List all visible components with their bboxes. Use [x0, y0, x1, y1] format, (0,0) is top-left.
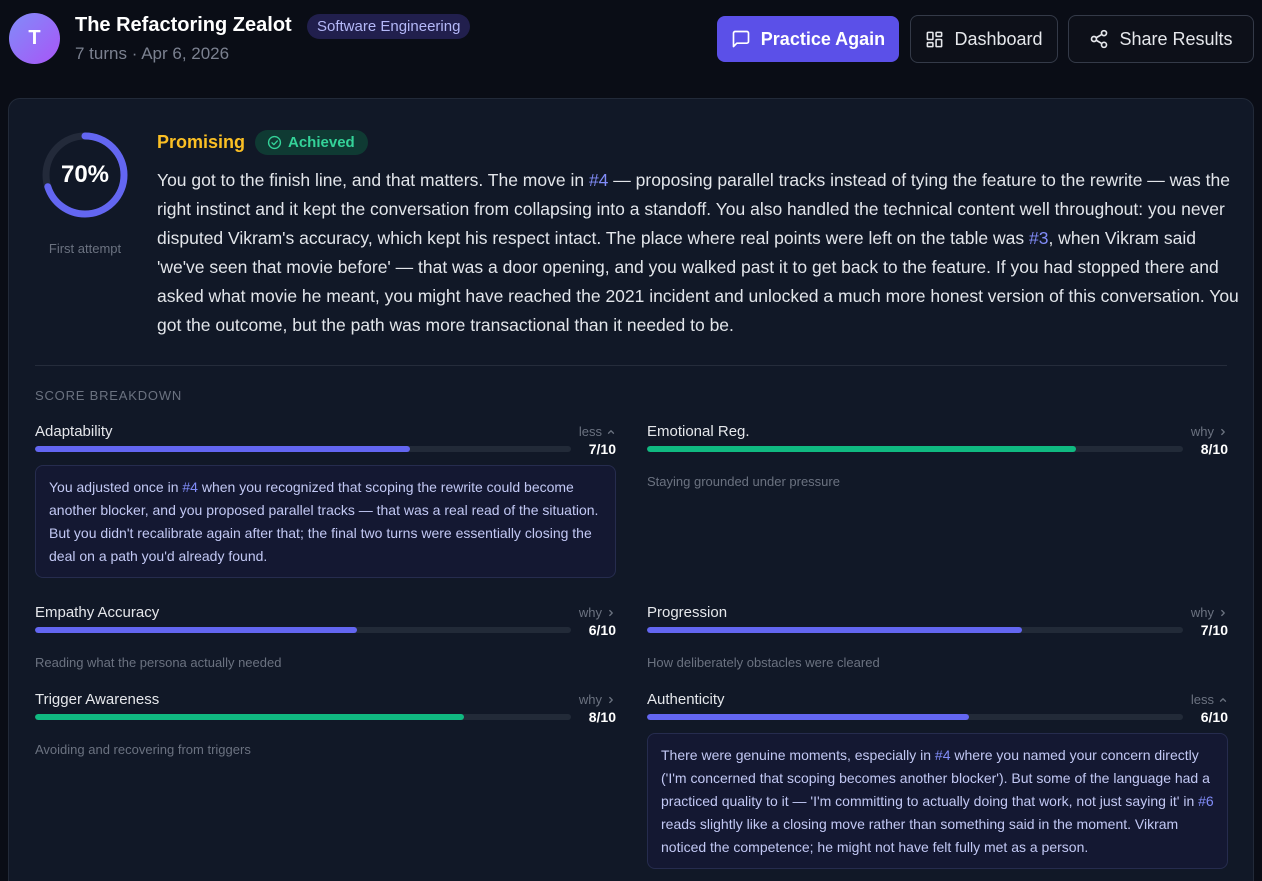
metric-toggle-label: less — [578, 424, 602, 439]
metric-bar-track — [647, 446, 1183, 452]
dashboard-button[interactable]: Dashboard — [910, 15, 1058, 63]
chevron-right-icon — [1221, 609, 1225, 616]
metric-toggle-label: why — [578, 692, 602, 707]
score-ring-progress — [42, 132, 128, 218]
metric-bar-fill — [647, 627, 1023, 633]
grid-icon — [927, 31, 943, 47]
metric-bar-fill — [35, 714, 464, 720]
metric-name: Empathy Accuracy — [35, 604, 160, 621]
practice-again-label: Practice Again — [760, 28, 886, 49]
metric-bar-fill — [647, 714, 969, 720]
metric-bar-track — [35, 627, 571, 633]
dashboard-label: Dashboard — [954, 28, 1043, 49]
score-ring-graphic — [42, 132, 128, 218]
metric-score: 7/10 — [1200, 622, 1228, 638]
metric-toggle-button[interactable]: less — [579, 424, 616, 439]
divider — [35, 365, 1227, 366]
page-header: T The Refactoring Zealot Software Engine… — [0, 0, 1262, 80]
avatar: T — [9, 13, 60, 64]
metric-name: Progression — [647, 604, 728, 621]
metric-bar-track — [35, 714, 571, 720]
detail-text: You adjusted once in — [49, 479, 183, 495]
metric-score: 8/10 — [1200, 441, 1228, 457]
metric-toggle-button[interactable]: why — [1191, 605, 1228, 620]
metric-caption: How deliberately obstacles were cleared — [647, 655, 880, 670]
metric-bar-fill — [35, 446, 411, 452]
detail-text: reads slightly like a closing move rathe… — [661, 816, 1179, 855]
chevron-right-icon — [609, 609, 613, 616]
chat-bubble-icon — [732, 30, 750, 48]
metric-score: 8/10 — [588, 709, 616, 725]
share-results-button[interactable]: Share Results — [1068, 15, 1254, 63]
metric-toggle-button[interactable]: why — [579, 605, 616, 620]
avatar-initial: T — [28, 27, 41, 49]
chevron-right-icon — [609, 696, 613, 703]
turn-reference-link[interactable]: #4 — [934, 747, 951, 763]
metric-detail-panel: You adjusted once in #4 when you recogni… — [35, 465, 616, 578]
session-date: Apr 6, 2026 — [141, 44, 230, 63]
verdict-label: Promising — [157, 132, 246, 152]
metric-caption: Staying grounded under pressure — [647, 474, 840, 489]
metric-toggle-label: why — [1190, 605, 1214, 620]
turn-reference-link[interactable]: #4 — [588, 170, 609, 190]
turn-reference-link[interactable]: #6 — [1198, 793, 1214, 809]
metric-score: 6/10 — [588, 622, 616, 638]
metric-bar-fill — [647, 446, 1076, 452]
score-percent: 70% — [60, 161, 110, 188]
metric-toggle-button[interactable]: less — [1191, 692, 1228, 707]
metric-bar-fill — [35, 627, 357, 633]
turn-count: 7 turns — [75, 44, 127, 63]
achieved-badge: Achieved — [255, 130, 368, 155]
metric-bar-track — [35, 446, 571, 452]
result-summary: You got to the finish line, and that mat… — [157, 166, 1241, 340]
summary-text: You got to the finish line, and that mat… — [157, 170, 589, 190]
session-meta: 7 turns · Apr 6, 2026 — [75, 44, 229, 64]
chevron-up-icon — [607, 429, 615, 434]
detail-text: when you recognized that scoping the rew… — [49, 479, 599, 564]
summary-text: , when Vikram said 'we've seen that movi… — [157, 228, 1239, 335]
metric-name: Authenticity — [647, 691, 725, 708]
practice-again-button[interactable]: Practice Again — [717, 16, 899, 62]
score-breakdown-title: SCORE BREAKDOWN — [35, 388, 183, 403]
turn-reference-link[interactable]: #4 — [182, 479, 198, 495]
metric-toggle-button[interactable]: why — [1191, 424, 1228, 439]
meta-separator: · — [131, 44, 138, 63]
metric-detail-panel: There were genuine moments, especially i… — [647, 733, 1228, 869]
summary-text: — proposing parallel tracks instead of t… — [157, 170, 1230, 248]
category-badge: Software Engineering — [307, 14, 471, 39]
metric-score: 6/10 — [1200, 709, 1228, 725]
detail-text: where you named your concern directly ('… — [661, 747, 1210, 809]
score-ring: 70% — [41, 131, 129, 219]
attempt-label: First attempt — [48, 241, 122, 256]
turn-reference-link[interactable]: #3 — [1028, 228, 1049, 248]
metric-name: Adaptability — [35, 423, 113, 440]
metric-name: Emotional Reg. — [647, 423, 750, 440]
metric-score: 7/10 — [588, 441, 616, 457]
share-icon — [1091, 29, 1108, 49]
metric-toggle-label: why — [1190, 424, 1214, 439]
chevron-right-icon — [1221, 428, 1225, 435]
achieved-label: Achieved — [288, 134, 355, 151]
share-results-label: Share Results — [1119, 28, 1233, 49]
result-card: 70% First attempt Promising Achieved You… — [8, 98, 1254, 881]
chevron-up-icon — [1219, 697, 1227, 702]
detail-text: There were genuine moments, especially i… — [661, 747, 935, 763]
metric-caption: Avoiding and recovering from triggers — [35, 742, 251, 757]
metric-toggle-label: why — [578, 605, 602, 620]
check-circle-icon — [267, 135, 282, 150]
metric-bar-track — [647, 714, 1183, 720]
page-title: The Refactoring Zealot — [75, 14, 292, 36]
metric-name: Trigger Awareness — [35, 691, 160, 708]
metric-caption: Reading what the persona actually needed — [35, 655, 282, 670]
metric-bar-track — [647, 627, 1183, 633]
metric-toggle-label: less — [1190, 692, 1214, 707]
metric-toggle-button[interactable]: why — [579, 692, 616, 707]
